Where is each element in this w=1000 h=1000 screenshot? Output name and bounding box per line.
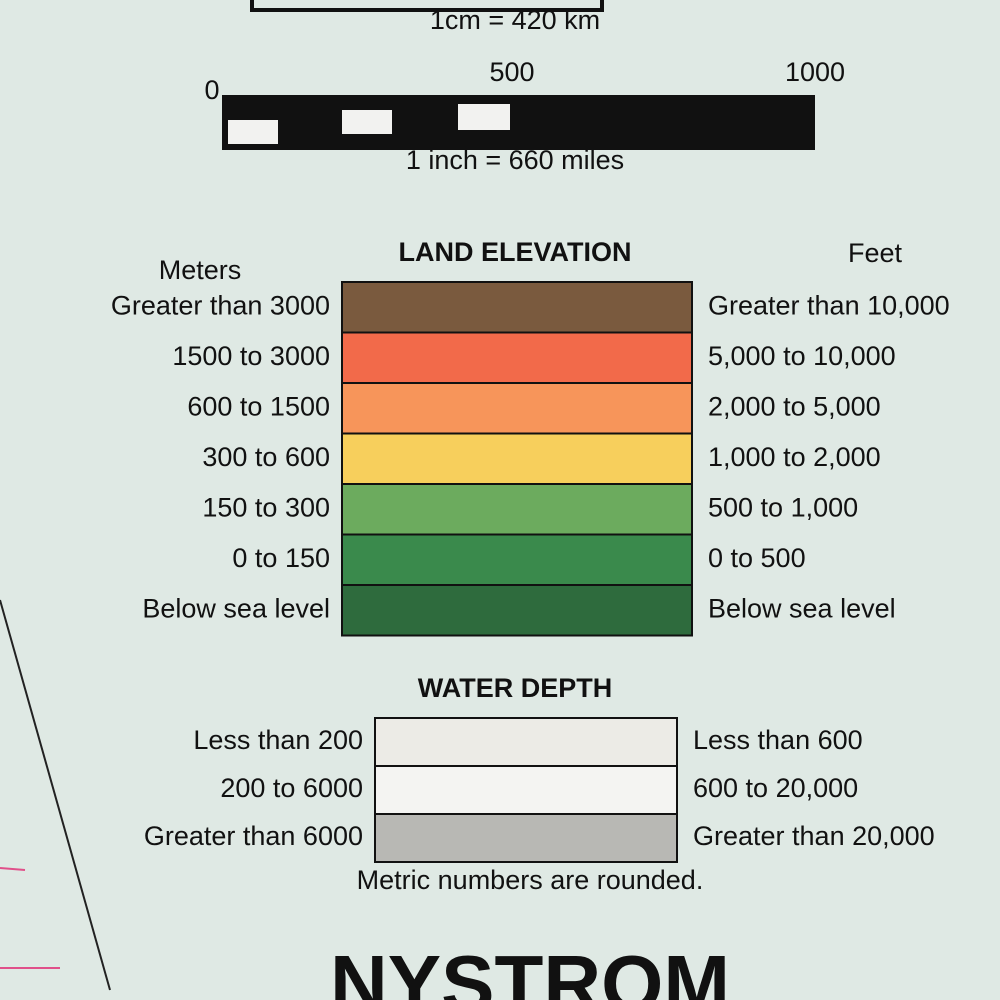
imperial-label: Less than 600 xyxy=(693,725,863,755)
swatch xyxy=(374,765,678,815)
imperial-label: 2,000 to 5,000 xyxy=(708,391,881,421)
imperial-label: 500 to 1,000 xyxy=(708,492,858,522)
swatch xyxy=(341,483,693,536)
metric-label: Greater than 6000 xyxy=(144,821,363,851)
scale-metric: 1cm = 420 km xyxy=(430,5,600,35)
arrows xyxy=(0,867,60,969)
swatch xyxy=(341,432,693,485)
swatch xyxy=(341,533,693,586)
imperial-label: 1,000 to 2,000 xyxy=(708,442,881,472)
swatch xyxy=(341,584,693,637)
metric-label: 150 to 300 xyxy=(202,492,330,522)
map-border xyxy=(0,599,111,991)
imperial-label: 5,000 to 10,000 xyxy=(708,341,896,371)
section-title: LAND ELEVATION xyxy=(399,237,632,267)
metric-label: Below sea level xyxy=(142,593,330,623)
note: Metric numbers are rounded. xyxy=(357,865,704,895)
swatch xyxy=(374,717,678,767)
metric-label: 600 to 1500 xyxy=(187,391,330,421)
section-title: WATER DEPTH xyxy=(418,673,613,703)
column-header: Feet xyxy=(848,238,903,268)
imperial-label: Greater than 20,000 xyxy=(693,821,935,851)
imperial-label: Greater than 10,000 xyxy=(708,290,950,320)
metric-label: 1500 to 3000 xyxy=(172,341,330,371)
metric-label: 0 to 150 xyxy=(232,543,330,573)
scale-tick: 1000 xyxy=(785,57,845,87)
column-header: Meters xyxy=(159,255,242,285)
swatch xyxy=(341,382,693,435)
imperial-label: Below sea level xyxy=(708,593,896,623)
metric-label: Greater than 3000 xyxy=(111,290,330,320)
brand: NYSTROM xyxy=(330,939,730,1000)
imperial-label: 0 to 500 xyxy=(708,543,806,573)
scale-tick: 500 xyxy=(489,57,534,87)
metric-label: 300 to 600 xyxy=(202,442,330,472)
swatch xyxy=(341,281,693,334)
swatch xyxy=(341,331,693,384)
scale-tick: 0 xyxy=(204,75,219,105)
metric-label: 200 to 6000 xyxy=(220,773,363,803)
scale-imperial: 1 inch = 660 miles xyxy=(406,145,624,175)
metric-label: Less than 200 xyxy=(193,725,363,755)
scale-bar xyxy=(222,95,815,150)
imperial-label: 600 to 20,000 xyxy=(693,773,858,803)
map-frame xyxy=(250,0,604,12)
swatch xyxy=(374,813,678,863)
